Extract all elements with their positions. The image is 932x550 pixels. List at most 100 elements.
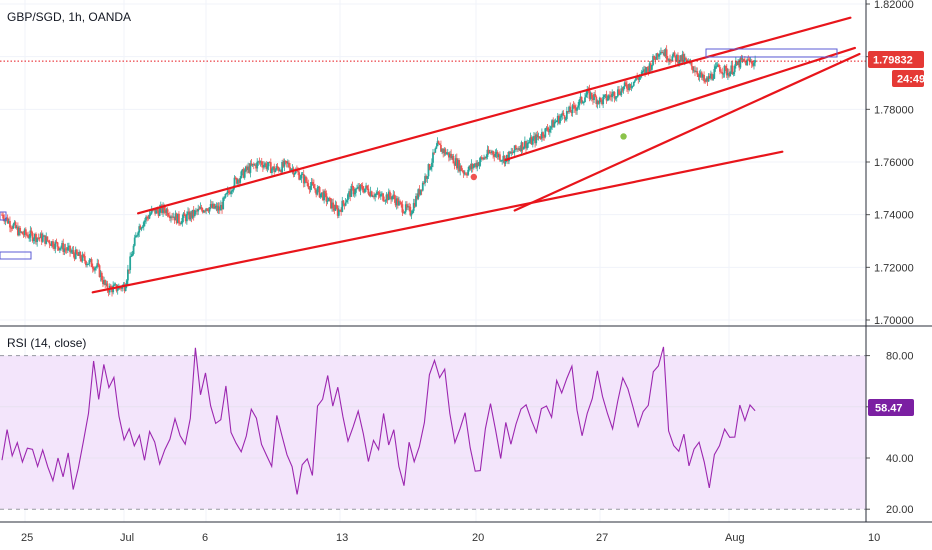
outer-channel-upper-line[interactable]: [137, 16, 852, 215]
candle-body: [580, 96, 583, 103]
inner-channel-lower-line[interactable]: [513, 52, 861, 212]
candle-body: [20, 231, 23, 233]
candle-body: [182, 213, 185, 218]
candle-body: [613, 92, 616, 99]
rsi-value-tag: 58.47: [868, 399, 914, 416]
candle-body: [324, 191, 327, 194]
candle-body: [215, 205, 218, 208]
candle-body: [508, 151, 510, 162]
candle-body: [543, 136, 546, 138]
candle-body: [198, 208, 201, 210]
rsi-line: [1, 346, 756, 495]
candle-body: [35, 234, 37, 242]
candle-body: [79, 251, 82, 259]
candle-body: [652, 55, 654, 66]
candle-body: [148, 215, 151, 219]
candle-body: [72, 250, 75, 255]
candle-body: [136, 235, 138, 237]
candle-body: [641, 70, 644, 72]
candle-body: [272, 166, 274, 169]
rsi-pane[interactable]: RSI (14, close): [0, 336, 866, 510]
outer-channel-lower-line[interactable]: [91, 150, 784, 294]
candle-body: [616, 89, 619, 97]
candle-body: [176, 213, 179, 224]
candle-body: [604, 94, 607, 96]
candle-body: [521, 142, 524, 150]
candle-body: [576, 107, 578, 111]
candle-body: [545, 127, 548, 129]
candle-body: [724, 65, 727, 68]
candle-body: [418, 189, 421, 195]
price-pane[interactable]: GBP/SGD, 1h, OANDA: [0, 10, 866, 297]
candle-body: [714, 66, 717, 70]
candle-body: [315, 189, 318, 195]
candle-body: [672, 52, 675, 57]
candle-body: [469, 165, 472, 169]
candle-body: [739, 57, 742, 68]
candle-body: [466, 174, 468, 176]
candle-body: [206, 208, 209, 211]
candle-body: [120, 287, 122, 289]
candle-body: [132, 245, 135, 254]
candle-body: [453, 163, 456, 166]
candle-body: [274, 169, 277, 173]
candle-body: [68, 245, 70, 248]
candle-body: [340, 209, 343, 212]
candle-body: [251, 163, 254, 166]
candle-body: [164, 210, 167, 213]
candle-body: [28, 237, 31, 239]
candle-body: [278, 170, 281, 172]
candle-body: [393, 194, 396, 200]
candle-body: [484, 157, 487, 159]
candle-body: [337, 209, 340, 216]
candle-body: [249, 163, 252, 173]
candle-body: [86, 264, 88, 266]
candle-body: [155, 208, 158, 214]
candle-body: [71, 250, 74, 252]
candle-body: [430, 162, 433, 168]
candle-body: [585, 94, 588, 98]
candle-body: [374, 194, 377, 197]
candle-body: [575, 108, 577, 111]
candle-body: [142, 222, 145, 227]
candle-body: [360, 184, 363, 187]
candle-body: [505, 154, 508, 159]
candle-body: [563, 115, 566, 119]
candle-body: [468, 165, 471, 170]
bar-countdown: 24:49: [897, 74, 925, 86]
candle-body: [66, 247, 69, 251]
candle-body: [341, 200, 344, 212]
candle-body: [89, 259, 92, 261]
candle-body: [423, 182, 425, 184]
candle-body: [512, 152, 515, 154]
time-axis[interactable]: 25 Jul 6 13 20 27 Aug 10: [21, 532, 880, 544]
red-dot-marker: [470, 173, 478, 181]
price-gridlines: [0, 3, 866, 321]
candle-body: [438, 143, 441, 146]
candle-body: [36, 237, 39, 242]
candle-body: [387, 191, 390, 201]
candle-body: [247, 166, 250, 170]
trendline-drawings[interactable]: [91, 16, 861, 294]
price-tick-label: 1.82000: [874, 0, 914, 11]
candle-body: [618, 89, 620, 94]
candle-body: [601, 99, 603, 105]
candle-body: [399, 201, 402, 203]
candle-body: [560, 115, 563, 118]
candle-body: [103, 280, 105, 285]
candle-body: [336, 208, 339, 216]
candle-body: [21, 231, 24, 235]
price-axis[interactable]: 1.820001.800001.780001.760001.740001.720…: [866, 0, 914, 327]
inner-channel-upper-line[interactable]: [504, 46, 857, 161]
candle-body: [682, 54, 685, 62]
candle-body: [640, 71, 643, 76]
candle-body: [81, 254, 84, 261]
candle-body: [679, 55, 682, 62]
candle-body: [311, 181, 314, 185]
candle-body: [464, 173, 467, 175]
candle-body: [416, 196, 419, 199]
candle-body: [536, 134, 539, 138]
candle-body: [539, 138, 542, 140]
